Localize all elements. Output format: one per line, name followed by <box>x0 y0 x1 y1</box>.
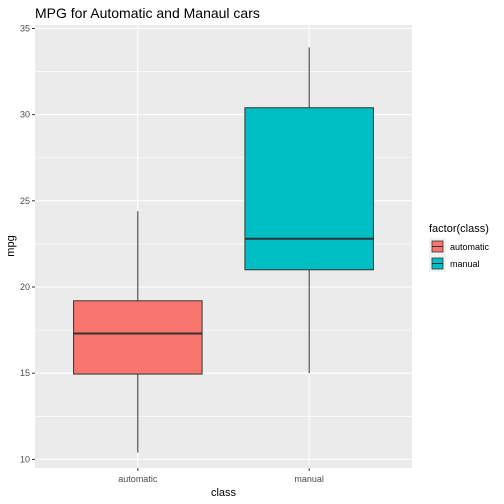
y-tick-label: 20 <box>20 282 30 292</box>
y-axis-title: mpg <box>5 235 17 256</box>
legend-label: automatic <box>450 242 490 252</box>
x-axis-title: class <box>211 487 237 499</box>
y-tick-label: 25 <box>20 196 30 206</box>
box-automatic <box>73 211 203 453</box>
x-tick-label: automatic <box>118 474 158 484</box>
legend-label: manual <box>450 259 480 269</box>
y-tick-label: 30 <box>20 110 30 120</box>
y-tick-label: 15 <box>20 368 30 378</box>
legend: factor(class) automatic manual <box>429 223 490 272</box>
box-manual <box>244 47 374 374</box>
legend-item-automatic: automatic <box>429 238 490 255</box>
x-tick-label: manual <box>294 474 324 484</box>
chart-title: MPG for Automatic and Manaul cars <box>35 5 260 21</box>
box-body <box>73 300 203 375</box>
y-tick-label: 10 <box>20 454 30 464</box>
y-axis-ticks: 10 15 20 25 30 35 <box>20 23 35 464</box>
box-body <box>244 107 374 271</box>
x-axis-ticks: automatic manual <box>118 468 324 484</box>
legend-item-manual: manual <box>429 255 480 272</box>
boxes <box>73 47 374 453</box>
y-tick-label: 35 <box>20 23 30 33</box>
legend-title: factor(class) <box>429 223 489 235</box>
legend-items: automatic manual <box>429 238 490 272</box>
